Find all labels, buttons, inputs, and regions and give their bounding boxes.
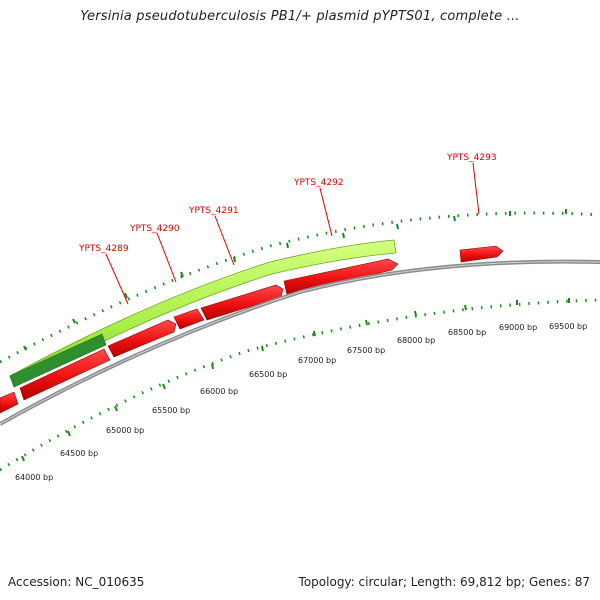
cds-band[interactable] <box>9 239 397 388</box>
position-label: 69000 bp <box>499 323 537 332</box>
position-label: 68000 bp <box>397 336 435 345</box>
position-label: 64500 bp <box>60 449 98 458</box>
gene-labels: YPTS_4289 YPTS_4290 YPTS_4291 YPTS_4292 … <box>78 153 497 254</box>
gene-arrow <box>200 284 284 321</box>
gene-arrow <box>173 308 205 330</box>
position-labels: 64000 bp 64500 bp 65000 bp 65500 bp 6600… <box>15 322 587 482</box>
position-label: 66500 bp <box>249 370 287 379</box>
outer-major-ticks <box>23 209 567 351</box>
gene-label[interactable]: YPTS_4289 <box>78 244 129 254</box>
gene-arrows[interactable] <box>0 245 504 414</box>
position-label: 64000 bp <box>15 473 53 482</box>
gene-arrow <box>283 258 399 296</box>
gene-label[interactable]: YPTS_4293 <box>446 153 497 163</box>
position-label: 67000 bp <box>298 356 336 365</box>
position-label: 67500 bp <box>347 346 385 355</box>
gene-label[interactable]: YPTS_4290 <box>129 224 180 234</box>
gene-label-leaders <box>105 162 480 305</box>
position-label: 65000 bp <box>106 426 144 435</box>
inner-major-ticks <box>21 298 570 462</box>
accession-label: Accession: NC_010635 <box>8 575 145 589</box>
gene-arrow <box>459 245 504 263</box>
position-label: 65500 bp <box>152 406 190 415</box>
gene-label[interactable]: YPTS_4291 <box>188 206 239 216</box>
map-title: Yersinia pseudotuberculosis PB1/+ plasmi… <box>80 9 520 24</box>
gene-arrow <box>107 319 177 358</box>
outer-tick-arc <box>0 211 600 364</box>
gene-arrow <box>19 348 111 401</box>
position-label: 68500 bp <box>448 328 486 337</box>
gene-arrow <box>0 391 19 414</box>
topology-summary: Topology: circular; Length: 69,812 bp; G… <box>298 575 590 589</box>
position-label: 66000 bp <box>200 387 238 396</box>
gene-label[interactable]: YPTS_4292 <box>293 178 344 188</box>
position-label: 69500 bp <box>549 322 587 331</box>
